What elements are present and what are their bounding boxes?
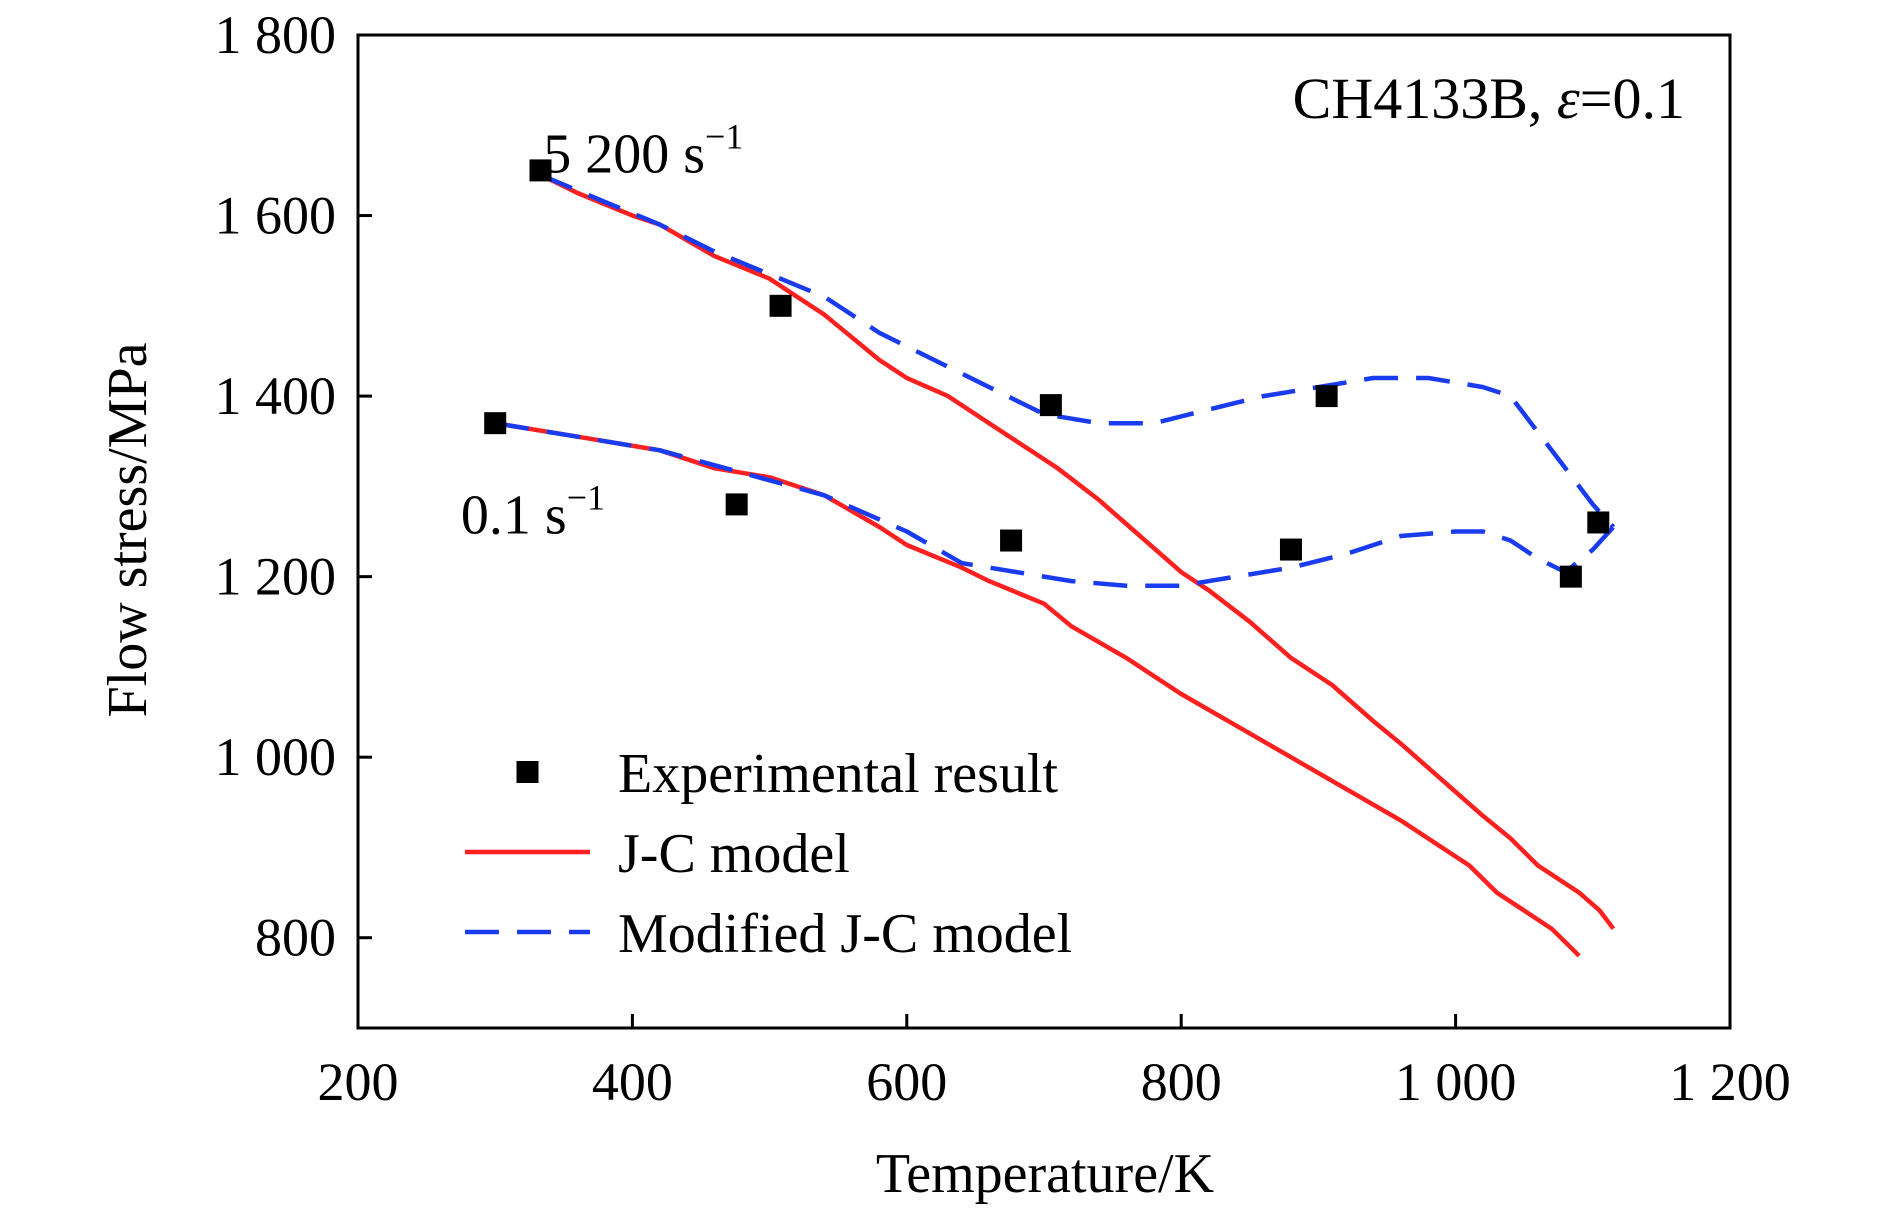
data-point — [1039, 394, 1062, 417]
x-tick-label: 200 — [318, 1052, 399, 1112]
x-tick-label: 600 — [866, 1052, 947, 1112]
x-tick-label: 400 — [592, 1052, 673, 1112]
series-line-4 — [539, 172, 1616, 529]
y-tick-label: 1 000 — [215, 727, 337, 787]
series-line-2 — [539, 172, 1616, 931]
legend-marker-square — [516, 761, 539, 783]
plot-frame — [356, 33, 1732, 1030]
y-tick-label: 1 400 — [215, 366, 337, 426]
header-main: CH4133B, — [1293, 66, 1557, 131]
legend-label: Experimental result — [618, 743, 1059, 805]
y-tick-label: 1 800 — [215, 5, 337, 65]
x-tick-label: 800 — [1141, 1052, 1222, 1112]
data-point — [1559, 565, 1582, 588]
data-point — [725, 493, 748, 516]
rate-label: 5 200 s−1 — [543, 116, 743, 185]
chart-header-label: CH4133B, ε=0.1 — [1293, 66, 1685, 131]
data-point — [1587, 511, 1610, 534]
legend-label: J-C model — [618, 823, 850, 885]
data-point — [484, 412, 507, 435]
data-point — [1279, 538, 1302, 561]
y-axis-title: Flow stress/MPa — [97, 342, 159, 717]
header-rest: =0.1 — [1580, 66, 1685, 131]
series-line-5 — [494, 420, 1616, 588]
y-tick-label: 1 600 — [215, 186, 337, 246]
data-point — [769, 294, 792, 317]
data-point — [1000, 529, 1023, 552]
data-point — [529, 159, 552, 182]
x-tick-label: 1 200 — [1669, 1052, 1791, 1112]
x-axis-title: Temperature/K — [876, 1143, 1214, 1205]
y-tick-label: 1 200 — [215, 547, 337, 607]
data-point — [1315, 385, 1338, 408]
y-tick-label: 800 — [255, 908, 336, 968]
legend-label: Modified J-C model — [618, 903, 1072, 965]
x-tick-label: 1 000 — [1395, 1052, 1517, 1112]
rate-label: 0.1 s−1 — [461, 477, 605, 546]
header-symbol: ε — [1557, 66, 1580, 131]
